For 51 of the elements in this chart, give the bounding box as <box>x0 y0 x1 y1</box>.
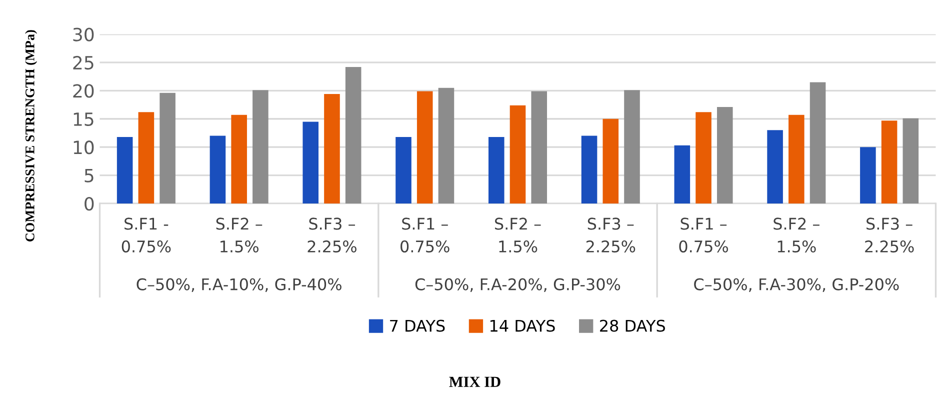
x-tick-label: S.F3 – 2.25% <box>586 218 636 253</box>
y-axis-title: COMPRESSIVE STRENGTH (MPa) <box>25 30 38 242</box>
bar <box>716 107 733 204</box>
y-tick-label: 10 <box>74 140 94 154</box>
bar <box>252 90 268 204</box>
x-tick-label: S.F3 – 2.25% <box>865 218 914 253</box>
y-tick-label: 30 <box>73 28 94 42</box>
bar <box>396 136 412 204</box>
x-tick-label: S.F1 – 0.75% <box>679 218 728 253</box>
bar <box>602 118 619 204</box>
bar <box>231 114 247 204</box>
legend-label: 28 DAYS <box>600 320 665 332</box>
y-tick-label: 15 <box>74 112 94 126</box>
bar <box>531 91 548 204</box>
y-tick-label: 5 <box>84 169 94 182</box>
bar <box>416 91 433 204</box>
bar <box>116 136 133 204</box>
bar <box>696 112 712 204</box>
bar <box>810 82 826 204</box>
x-tick-label: S.F2 – 1.5% <box>216 218 262 253</box>
bar <box>138 112 154 204</box>
legend-label: 14 DAYS <box>490 320 555 332</box>
text: C–50%, F.A-30%, G.P-20% <box>694 278 899 292</box>
bar <box>674 145 690 204</box>
bar <box>624 90 640 204</box>
y-tick-label: 25 <box>73 56 94 70</box>
bar <box>210 136 226 204</box>
x-tick-label: S.F1 – 0.75% <box>400 218 450 253</box>
bar <box>581 136 598 204</box>
text: C–50%, F.A-20%, G.P-30% <box>415 278 620 292</box>
legend-label: 7 DAYS <box>390 320 445 332</box>
x-tick-label: S.F1 - 0.75% <box>122 218 171 253</box>
x-tick-label: S.F2 – 1.5% <box>494 218 541 253</box>
bar <box>488 136 504 204</box>
bar <box>438 88 454 204</box>
bar <box>324 94 340 204</box>
x-tick-label: S.F3 – 2.25% <box>308 218 356 253</box>
bar <box>788 114 804 204</box>
bar <box>881 120 898 204</box>
bar <box>160 92 176 204</box>
bar <box>860 147 876 204</box>
bar <box>302 122 319 204</box>
y-tick-label: 0 <box>84 196 94 211</box>
bar <box>902 118 919 204</box>
y-tick-label: 20 <box>73 84 94 98</box>
text: MIX ID <box>449 376 500 387</box>
text: C–50%, F.A-10%, G.P-40% <box>136 278 342 292</box>
bar <box>510 105 526 204</box>
bar <box>767 130 783 204</box>
x-tick-label: S.F2 – 1.5% <box>774 218 820 253</box>
bar <box>345 66 362 204</box>
